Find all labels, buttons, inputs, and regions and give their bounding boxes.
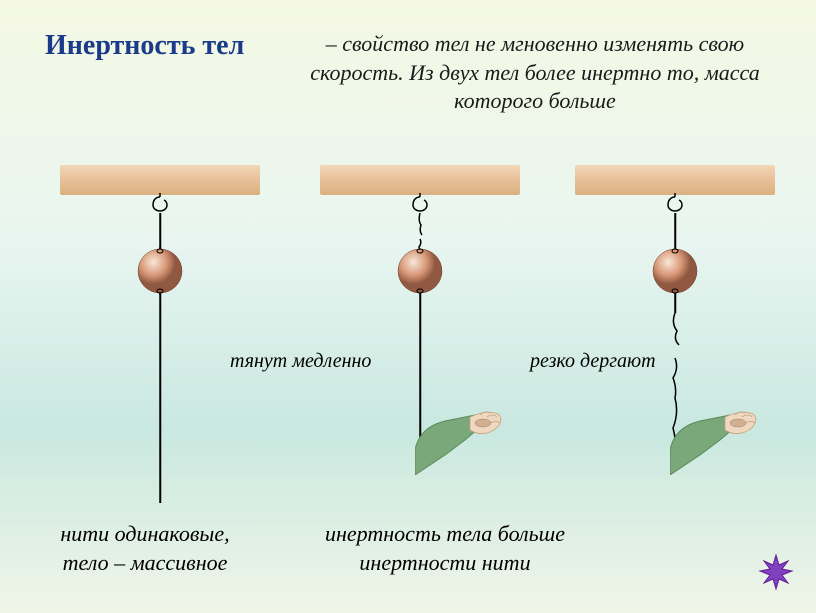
scene-static [40, 165, 280, 495]
ball-icon [136, 247, 184, 295]
broken-upper-thread [416, 213, 424, 251]
support-bar [320, 165, 520, 195]
scene-fast-pull [555, 165, 795, 495]
lower-thread [159, 293, 161, 503]
upper-thread [159, 213, 161, 251]
bottom-text-left: нити одинаковые, тело – массивное [40, 520, 250, 577]
hand-icon [670, 395, 780, 475]
bottom-text-right: инертность тела больше инертности нити [290, 520, 600, 577]
ball-icon [651, 247, 699, 295]
hook-icon [150, 193, 170, 213]
hand-icon [415, 395, 525, 475]
slow-pull-label: тянут медленно [230, 350, 371, 373]
hook-icon [665, 193, 685, 213]
support-bar [60, 165, 260, 195]
upper-thread [674, 213, 676, 251]
ball-icon [396, 247, 444, 295]
fast-pull-label: резко дергают [530, 350, 656, 373]
star-icon[interactable] [756, 553, 796, 593]
support-bar [575, 165, 775, 195]
page-title: Инертность тел [45, 30, 244, 62]
scene-slow-pull [300, 165, 540, 495]
hook-icon [410, 193, 430, 213]
definition-text: – свойство тел не мгновенно изменять сво… [290, 30, 780, 116]
lower-thread-stub [674, 293, 676, 313]
